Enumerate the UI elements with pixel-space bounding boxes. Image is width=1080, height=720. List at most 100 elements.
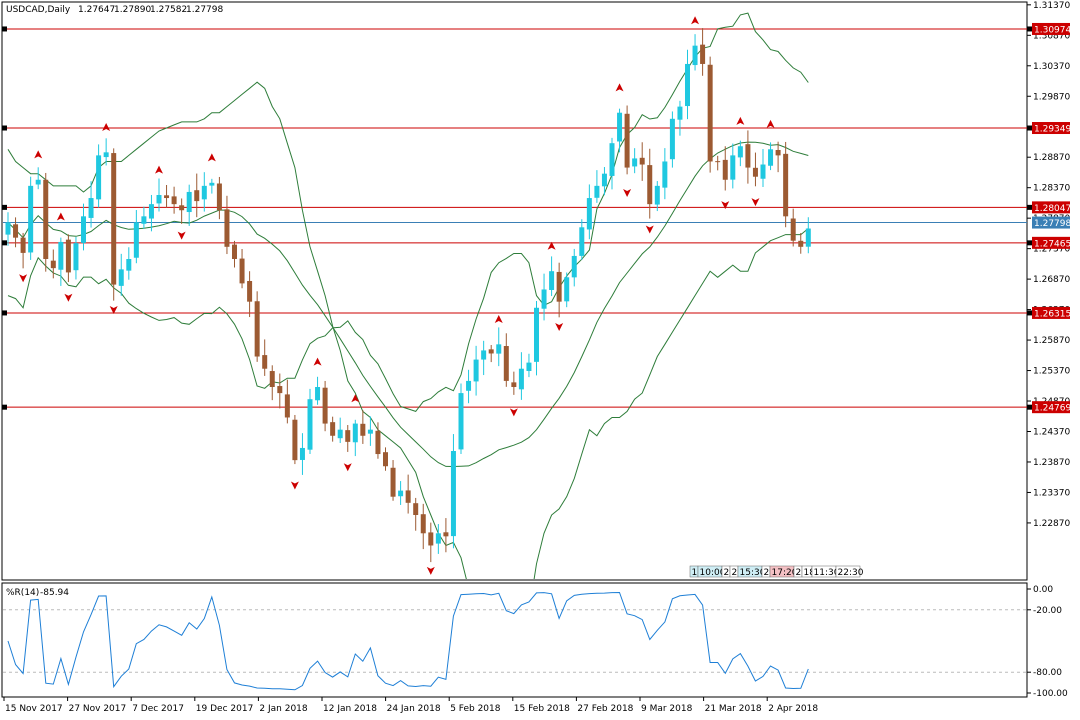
level-anchor[interactable] <box>1027 204 1032 210</box>
candle-body[interactable] <box>534 307 539 362</box>
candle-body[interactable] <box>81 216 86 243</box>
candle-body[interactable] <box>488 349 494 354</box>
candle-body[interactable] <box>148 204 154 219</box>
candle-body[interactable] <box>601 173 607 187</box>
candle-body[interactable] <box>737 146 743 158</box>
candle-body[interactable] <box>345 430 351 442</box>
candle-body[interactable] <box>752 167 758 177</box>
candle-body[interactable] <box>564 277 570 302</box>
candle-body[interactable] <box>307 399 313 450</box>
candle-body[interactable] <box>73 243 79 271</box>
candle-body[interactable] <box>103 152 109 158</box>
candle-body[interactable] <box>88 198 94 218</box>
candle-body[interactable] <box>594 185 600 198</box>
level-anchor[interactable] <box>1027 125 1032 131</box>
candle-body[interactable] <box>28 185 34 253</box>
candle-body[interactable] <box>579 227 585 256</box>
candle-body[interactable] <box>715 161 721 163</box>
candle-body[interactable] <box>194 190 200 202</box>
candle-body[interactable] <box>775 150 781 156</box>
candle-body[interactable] <box>518 368 524 390</box>
candle-body[interactable] <box>269 371 275 387</box>
candle-body[interactable] <box>201 185 207 200</box>
candle-body[interactable] <box>390 467 396 497</box>
candle-body[interactable] <box>209 182 215 186</box>
candle-body[interactable] <box>450 451 456 537</box>
candle-body[interactable] <box>186 191 192 213</box>
candle-body[interactable] <box>284 394 290 418</box>
candle-body[interactable] <box>375 430 381 455</box>
candle-body[interactable] <box>571 255 577 278</box>
main-pane[interactable] <box>1 1 1028 581</box>
candle-body[interactable] <box>367 429 373 434</box>
candle-body[interactable] <box>526 362 532 371</box>
candle-body[interactable] <box>511 382 517 387</box>
candle-body[interactable] <box>164 195 170 199</box>
candle-body[interactable] <box>322 387 328 424</box>
level-anchor[interactable] <box>2 125 7 131</box>
candle-body[interactable] <box>330 422 336 436</box>
candle-body[interactable] <box>111 153 117 285</box>
candle-body[interactable] <box>50 260 56 269</box>
candle-body[interactable] <box>216 183 222 211</box>
candle-body[interactable] <box>700 44 706 64</box>
candle-body[interactable] <box>352 423 358 443</box>
level-anchor[interactable] <box>2 240 7 246</box>
candle-body[interactable] <box>420 514 426 534</box>
candle-body[interactable] <box>639 157 645 165</box>
level-anchor[interactable] <box>2 310 7 316</box>
candle-body[interactable] <box>617 112 623 142</box>
candle-body[interactable] <box>20 237 26 253</box>
candle-body[interactable] <box>35 179 41 185</box>
candle-body[interactable] <box>443 532 449 537</box>
candle-body[interactable] <box>126 259 132 271</box>
candle-body[interactable] <box>481 350 487 360</box>
candle-body[interactable] <box>609 143 615 176</box>
candle-body[interactable] <box>43 179 49 259</box>
candle-body[interactable] <box>413 503 419 515</box>
candle-body[interactable] <box>5 222 11 235</box>
candle-body[interactable] <box>156 195 162 204</box>
candle-body[interactable] <box>669 118 675 160</box>
candle-body[interactable] <box>556 271 562 302</box>
candle-body[interactable] <box>541 289 547 309</box>
candle-body[interactable] <box>707 64 713 162</box>
candle-body[interactable] <box>254 301 260 357</box>
candle-body[interactable] <box>586 198 592 230</box>
candle-body[interactable] <box>141 216 147 224</box>
candle-body[interactable] <box>624 113 630 168</box>
candle-body[interactable] <box>360 423 366 436</box>
candle-body[interactable] <box>722 159 728 180</box>
candle-body[interactable] <box>805 228 811 247</box>
candle-body[interactable] <box>262 355 268 369</box>
candle-body[interactable] <box>760 164 766 179</box>
candle-body[interactable] <box>299 447 305 460</box>
level-anchor[interactable] <box>2 204 7 210</box>
candle-body[interactable] <box>224 209 230 247</box>
candle-body[interactable] <box>496 344 502 354</box>
indicator-pane[interactable] <box>1 582 1028 698</box>
candle-body[interactable] <box>133 222 139 258</box>
level-anchor[interactable] <box>1027 310 1032 316</box>
timebar-box[interactable] <box>835 565 861 578</box>
candle-body[interactable] <box>239 258 245 284</box>
candle-body[interactable] <box>405 490 411 503</box>
candle-body[interactable] <box>292 419 298 461</box>
candle-body[interactable] <box>768 149 774 166</box>
candle-body[interactable] <box>798 240 804 247</box>
candle-body[interactable] <box>96 155 102 200</box>
candle-body[interactable] <box>435 533 441 544</box>
candle-body[interactable] <box>662 161 668 188</box>
candle-body[interactable] <box>466 380 472 391</box>
level-anchor[interactable] <box>2 404 7 410</box>
candle-body[interactable] <box>692 45 698 66</box>
candle-body[interactable] <box>337 429 343 439</box>
candle-body[interactable] <box>685 63 690 107</box>
candle-body[interactable] <box>783 153 789 217</box>
candle-body[interactable] <box>790 218 796 241</box>
candle-body[interactable] <box>473 359 479 382</box>
candle-body[interactable] <box>118 269 124 286</box>
level-anchor[interactable] <box>1027 26 1032 32</box>
candle-body[interactable] <box>58 241 64 270</box>
candle-body[interactable] <box>730 155 736 180</box>
